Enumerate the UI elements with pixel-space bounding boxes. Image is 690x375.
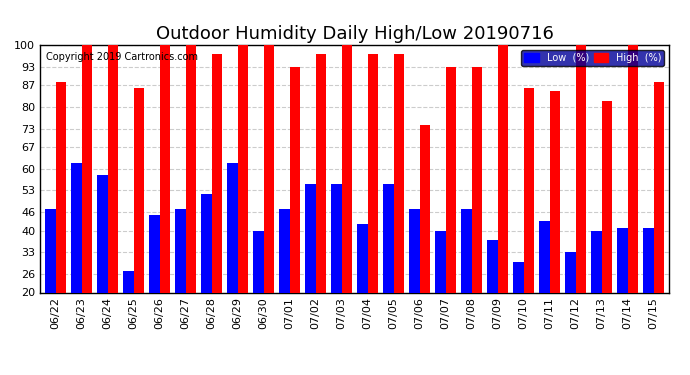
Bar	[628, 45, 638, 292]
Bar	[315, 54, 326, 292]
Bar	[46, 209, 56, 292]
Bar	[602, 101, 612, 292]
Bar	[643, 228, 653, 292]
Bar	[253, 231, 264, 292]
Bar	[97, 175, 108, 292]
Bar	[56, 82, 66, 292]
Bar	[71, 163, 81, 292]
Bar	[108, 45, 118, 292]
Bar	[186, 45, 196, 292]
Bar	[124, 271, 134, 292]
Bar	[550, 92, 560, 292]
Bar	[134, 88, 144, 292]
Bar	[237, 45, 248, 292]
Bar	[409, 209, 420, 292]
Bar	[446, 67, 456, 292]
Bar	[462, 209, 472, 292]
Bar	[513, 262, 524, 292]
Bar	[279, 209, 290, 292]
Bar	[81, 45, 92, 292]
Legend: Low  (%), High  (%): Low (%), High (%)	[521, 50, 664, 66]
Bar	[524, 88, 534, 292]
Bar	[394, 54, 404, 292]
Bar	[368, 54, 378, 292]
Bar	[575, 45, 586, 292]
Bar	[149, 215, 159, 292]
Bar	[472, 67, 482, 292]
Bar	[565, 252, 575, 292]
Bar	[201, 194, 212, 292]
Bar	[540, 221, 550, 292]
Bar	[227, 163, 237, 292]
Title: Outdoor Humidity Daily High/Low 20190716: Outdoor Humidity Daily High/Low 20190716	[156, 26, 553, 44]
Bar	[305, 184, 315, 292]
Bar	[420, 125, 430, 292]
Text: Copyright 2019 Cartronics.com: Copyright 2019 Cartronics.com	[46, 53, 198, 62]
Bar	[159, 45, 170, 292]
Bar	[331, 184, 342, 292]
Bar	[342, 45, 352, 292]
Bar	[435, 231, 446, 292]
Bar	[653, 82, 664, 292]
Bar	[175, 209, 186, 292]
Bar	[383, 184, 394, 292]
Bar	[264, 45, 274, 292]
Bar	[497, 45, 508, 292]
Bar	[618, 228, 628, 292]
Bar	[212, 54, 222, 292]
Bar	[357, 224, 368, 292]
Bar	[487, 240, 497, 292]
Bar	[591, 231, 602, 292]
Bar	[290, 67, 300, 292]
